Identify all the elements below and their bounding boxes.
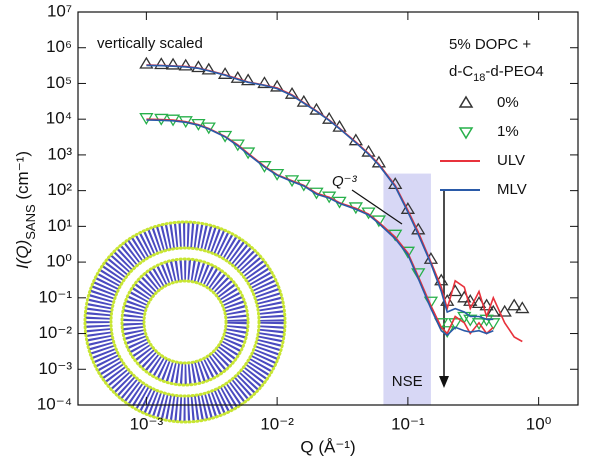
y-tick-label: 10⁴ — [46, 109, 72, 128]
inner-headgroups — [120, 257, 250, 387]
legend-title-part: 18 — [473, 72, 485, 84]
data-point — [269, 168, 285, 181]
slope-label: Q⁻³ — [332, 173, 358, 190]
legend-label: 0% — [497, 94, 519, 111]
legend-title-part: -d-PEO4 — [485, 63, 543, 80]
x-tick-label: 10⁻³ — [130, 414, 164, 433]
inner-headgroups — [142, 279, 228, 365]
data-point — [240, 147, 256, 160]
y-tick-label: 10⁷ — [47, 1, 72, 20]
outer-headgroups — [109, 246, 261, 398]
data-point — [507, 298, 522, 311]
data-point — [165, 57, 181, 70]
data-point — [178, 58, 193, 71]
data-point — [240, 73, 256, 86]
outer-bilayer — [85, 222, 285, 422]
plot-frame — [77, 11, 579, 406]
arrow-head — [439, 376, 449, 388]
data-point — [154, 57, 169, 70]
y-tick-label: 10⁰ — [46, 252, 72, 271]
y-axis-label: I(Q)SANS (cm⁻¹) — [13, 151, 37, 269]
y-tick-label: 10⁻³ — [38, 359, 72, 378]
legend-marker — [458, 95, 474, 108]
y-label-part: I(Q) — [13, 240, 32, 269]
legend-title: d-C18-d-PEO4 — [449, 63, 544, 84]
y-tick-label: 10⁻¹ — [38, 287, 72, 306]
legend-label: 1% — [497, 123, 519, 140]
data-point — [411, 268, 426, 281]
data-point — [230, 139, 245, 152]
data-point — [191, 60, 206, 73]
data-point — [257, 76, 272, 89]
data-point — [269, 79, 285, 92]
data-point — [201, 62, 216, 75]
legend-marker — [458, 127, 474, 140]
fit-line — [146, 64, 494, 321]
plot-area — [139, 56, 530, 343]
band-label: NSE — [392, 373, 423, 390]
x-axis-label: Q (Å⁻¹) — [300, 437, 355, 456]
outer-headgroups — [83, 220, 287, 424]
data-point — [486, 304, 501, 317]
y-tick-label: 10³ — [47, 144, 72, 163]
annotation: vertically scaled — [97, 35, 203, 52]
x-tick-label: 10⁰ — [526, 414, 552, 433]
y-tick-label: 10⁶ — [46, 37, 72, 56]
legend-label: MLV — [497, 181, 527, 198]
data-point — [139, 56, 154, 69]
y-tick-label: 10⁻² — [38, 323, 72, 342]
data-point — [257, 161, 272, 173]
slope-guide — [351, 189, 403, 225]
fit-line — [146, 119, 494, 337]
x-tick-label: 10⁻² — [260, 414, 294, 433]
data-point — [515, 301, 530, 314]
data-point — [471, 318, 487, 331]
legend-title-part: d-C — [449, 63, 473, 80]
legend-label: ULV — [497, 152, 525, 169]
data-point — [309, 187, 324, 200]
vesicle-illustration — [83, 220, 287, 424]
data-point — [497, 304, 512, 317]
legend-title: 5% DOPC + — [449, 36, 531, 53]
y-label-part: (cm⁻¹) — [13, 151, 32, 204]
y-tick-label: 10² — [47, 180, 72, 199]
inner-bilayer — [122, 259, 248, 385]
y-tick-label: 10⁵ — [46, 73, 72, 92]
y-label-part: SANS — [23, 204, 38, 240]
y-tick-label: 10¹ — [47, 216, 72, 235]
data-point — [217, 130, 233, 143]
x-tick-label: 10⁻¹ — [391, 414, 425, 433]
data-point — [400, 246, 416, 259]
y-tick-label: 10⁻⁴ — [37, 394, 72, 413]
